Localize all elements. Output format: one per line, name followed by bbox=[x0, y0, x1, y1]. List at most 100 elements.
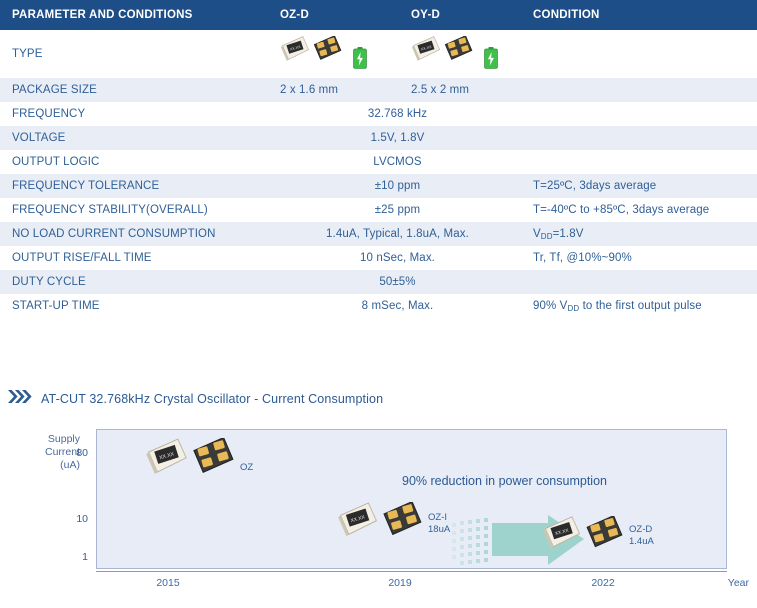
row-label-duty-cycle: DUTY CYCLE bbox=[0, 270, 270, 294]
y-tick-80: 80 bbox=[76, 447, 88, 459]
row-label-type: TYPE bbox=[0, 30, 270, 78]
row-label-frequency-stability: FREQUENCY STABILITY(OVERALL) bbox=[0, 198, 270, 222]
cell-condition-frequency-stability: T=-40ºC to +85ºC, 3days average bbox=[525, 198, 757, 222]
cond-prefix: V bbox=[533, 228, 541, 240]
cell-condition-start-up-time: 90% VDD to the first output pulse bbox=[525, 294, 757, 318]
column-header-condition: CONDITION bbox=[525, 0, 757, 30]
cell-ozd-type-images: XX.XX bbox=[270, 30, 405, 78]
x-axis-line bbox=[96, 571, 727, 572]
data-point-2022: XX.XX OZ-D 1.4u bbox=[542, 516, 654, 550]
crystal-package-top-icon: XX.XX bbox=[411, 36, 441, 62]
cell-condition-no-load-current: VDD=1.8V bbox=[525, 222, 757, 246]
cell-value-rise-fall-time: 10 nSec, Max. bbox=[270, 246, 525, 270]
data-point-name-ozi: OZ-I bbox=[428, 512, 447, 523]
table-row: DUTY CYCLE 50±5% bbox=[0, 270, 757, 294]
cond-subscript: DD bbox=[540, 232, 553, 241]
crystal-package-pair-ozi: XX.XX bbox=[337, 502, 424, 538]
column-header-parameter: PARAMETER AND CONDITIONS bbox=[0, 0, 270, 30]
x-tick-2015: 2015 bbox=[156, 577, 180, 589]
dotted-grid bbox=[452, 518, 488, 565]
cell-condition-rise-fall-time: Tr, Tf, @10%~90% bbox=[525, 246, 757, 270]
cell-ozd-package-size: 2 x 1.6 mm bbox=[270, 78, 405, 102]
table-row: TYPE XX.XX bbox=[0, 30, 757, 78]
cell-condition-frequency bbox=[525, 102, 757, 126]
cell-value-duty-cycle: 50±5% bbox=[270, 270, 525, 294]
column-header-ozd: OZ-D bbox=[270, 0, 405, 30]
row-label-package-size: PACKAGE SIZE bbox=[0, 78, 270, 102]
cell-value-voltage: 1.5V, 1.8V bbox=[270, 126, 525, 150]
table-row: FREQUENCY TOLERANCE ±10 ppm T=25ºC, 3day… bbox=[0, 174, 757, 198]
crystal-package-bottom-icon bbox=[383, 502, 422, 536]
x-tick-2022: 2022 bbox=[591, 577, 615, 589]
cell-oyd-type-images: XX.XX bbox=[405, 30, 525, 78]
y-axis-label-line-1: Supply bbox=[47, 433, 80, 445]
cell-condition-package-size bbox=[525, 78, 757, 102]
data-point-name-ozd: OZ-D bbox=[629, 524, 653, 535]
crystal-package-pair-ozd: XX.XX bbox=[280, 36, 343, 62]
data-point-value-ozd: 1.4uA bbox=[629, 536, 654, 547]
data-point-2015: XX.XX OZ bbox=[145, 438, 253, 476]
chart-annotation: 90% reduction in power consumption bbox=[402, 474, 607, 488]
table-row: VOLTAGE 1.5V, 1.8V bbox=[0, 126, 757, 150]
data-point-label-2019: OZ-I 18uA bbox=[428, 512, 450, 536]
crystal-package-top-icon: XX.XX bbox=[543, 516, 581, 549]
data-point-value-ozi: 18uA bbox=[428, 524, 451, 535]
table-row: FREQUENCY STABILITY(OVERALL) ±25 ppm T=-… bbox=[0, 198, 757, 222]
y-axis-label-line-3: (uA) bbox=[60, 459, 80, 471]
crystal-package-top-icon: XX.XX bbox=[146, 438, 187, 475]
cell-condition-frequency-tolerance: T=25ºC, 3days average bbox=[525, 174, 757, 198]
crystal-package-top-icon: XX.XX bbox=[338, 502, 378, 537]
table-row: NO LOAD CURRENT CONSUMPTION 1.4uA, Typic… bbox=[0, 222, 757, 246]
crystal-package-pair-ozd: XX.XX bbox=[542, 516, 625, 550]
cell-value-frequency-tolerance: ±10 ppm bbox=[270, 174, 525, 198]
svg-text:XX.XX: XX.XX bbox=[289, 45, 301, 52]
section-title: AT-CUT 32.768kHz Crystal Oscillator - Cu… bbox=[41, 392, 384, 406]
cell-value-no-load-current: 1.4uA, Typical, 1.8uA, Max. bbox=[270, 222, 525, 246]
x-tick-2019: 2019 bbox=[388, 577, 412, 589]
plot-area: XX.XX OZ bbox=[96, 429, 727, 569]
battery-icon-oyd bbox=[484, 46, 499, 72]
y-axis-label: Supply Current (uA) bbox=[18, 433, 80, 472]
cell-condition-duty-cycle bbox=[525, 270, 757, 294]
cell-value-start-up-time: 8 mSec, Max. bbox=[270, 294, 525, 318]
x-axis-label: Year bbox=[727, 577, 749, 589]
row-label-frequency-tolerance: FREQUENCY TOLERANCE bbox=[0, 174, 270, 198]
row-label-no-load-current: NO LOAD CURRENT CONSUMPTION bbox=[0, 222, 270, 246]
row-label-frequency: FREQUENCY bbox=[0, 102, 270, 126]
data-point-name-oz: OZ bbox=[240, 462, 254, 473]
y-tick-1: 1 bbox=[82, 551, 88, 563]
current-consumption-chart: Supply Current (uA) 80 10 1 XX.XX bbox=[0, 425, 757, 608]
table-row: START-UP TIME 8 mSec, Max. 90% VDD to th… bbox=[0, 294, 757, 318]
cond-suffix: =1.8V bbox=[552, 228, 584, 240]
cell-value-output-logic: LVCMOS bbox=[270, 150, 525, 174]
crystal-package-top-icon: XX.XX bbox=[280, 36, 310, 62]
cond-subscript: DD bbox=[567, 304, 580, 313]
data-point-2019: XX.XX OZ-I 18uA bbox=[337, 502, 450, 538]
crystal-package-bottom-icon bbox=[444, 36, 473, 61]
y-axis-label-line-2: Current bbox=[44, 446, 80, 458]
data-point-label-2022: OZ-D 1.4uA bbox=[629, 524, 654, 548]
section-header: AT-CUT 32.768kHz Crystal Oscillator - Cu… bbox=[8, 390, 383, 408]
cell-oyd-package-size: 2.5 x 2 mm bbox=[405, 78, 525, 102]
cell-condition-type bbox=[525, 30, 757, 78]
data-point-label-2015: OZ bbox=[240, 462, 253, 474]
row-label-voltage: VOLTAGE bbox=[0, 126, 270, 150]
crystal-package-bottom-icon bbox=[313, 36, 342, 61]
y-tick-10: 10 bbox=[76, 513, 88, 525]
svg-text:XX.XX: XX.XX bbox=[420, 45, 432, 52]
table-row: OUTPUT RISE/FALL TIME 10 nSec, Max. Tr, … bbox=[0, 246, 757, 270]
table-row: FREQUENCY 32.768 kHz bbox=[0, 102, 757, 126]
row-label-rise-fall-time: OUTPUT RISE/FALL TIME bbox=[0, 246, 270, 270]
column-header-oyd: OY-D bbox=[405, 0, 525, 30]
svg-text:XX.XX: XX.XX bbox=[554, 527, 569, 536]
cell-value-frequency-stability: ±25 ppm bbox=[270, 198, 525, 222]
table-row: OUTPUT LOGIC LVCMOS bbox=[0, 150, 757, 174]
svg-text:XX.XX: XX.XX bbox=[159, 451, 176, 461]
table-header-row: PARAMETER AND CONDITIONS OZ-D OY-D CONDI… bbox=[0, 0, 757, 30]
table-body: TYPE XX.XX bbox=[0, 30, 757, 318]
cond-prefix: 90% V bbox=[533, 300, 568, 312]
cell-condition-output-logic bbox=[525, 150, 757, 174]
crystal-package-bottom-icon bbox=[193, 438, 234, 473]
cell-condition-voltage bbox=[525, 126, 757, 150]
